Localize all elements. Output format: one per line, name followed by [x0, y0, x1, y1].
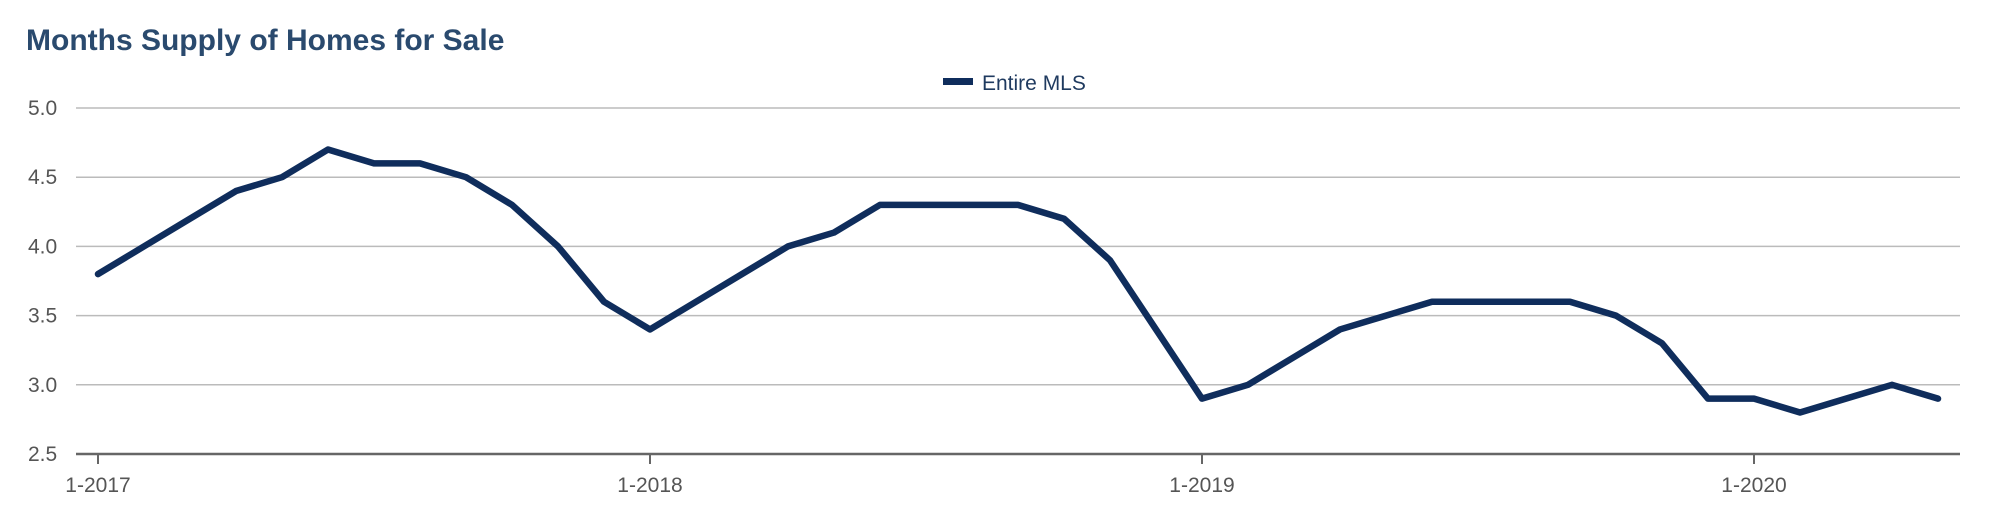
x-axis: 1-2017 1-2018 1-2019 1-2020: [65, 452, 1960, 497]
y-axis-ticks: 5.0 4.5 4.0 3.5 3.0 2.5: [28, 97, 57, 466]
x-tick-label: 1-2018: [617, 474, 682, 497]
legend: Entire MLS: [943, 72, 1086, 95]
y-tick-label: 5.0: [28, 97, 57, 120]
legend-swatch: [943, 78, 973, 85]
series-line: [94, 146, 1942, 416]
y-tick-label: 2.5: [28, 443, 57, 466]
chart-title: Months Supply of Homes for Sale: [26, 24, 505, 57]
y-tick-label: 4.0: [28, 235, 57, 258]
y-tick-label: 3.0: [28, 374, 57, 397]
y-tick-label: 3.5: [28, 305, 57, 328]
x-tick-label: 1-2017: [65, 474, 130, 497]
x-tick-label: 1-2020: [1721, 474, 1786, 497]
grid-lines: [76, 107, 1960, 386]
legend-label: Entire MLS: [982, 72, 1086, 95]
x-tick-label: 1-2019: [1169, 474, 1234, 497]
series-lines: [94, 146, 1942, 416]
y-tick-label: 4.5: [28, 166, 57, 189]
